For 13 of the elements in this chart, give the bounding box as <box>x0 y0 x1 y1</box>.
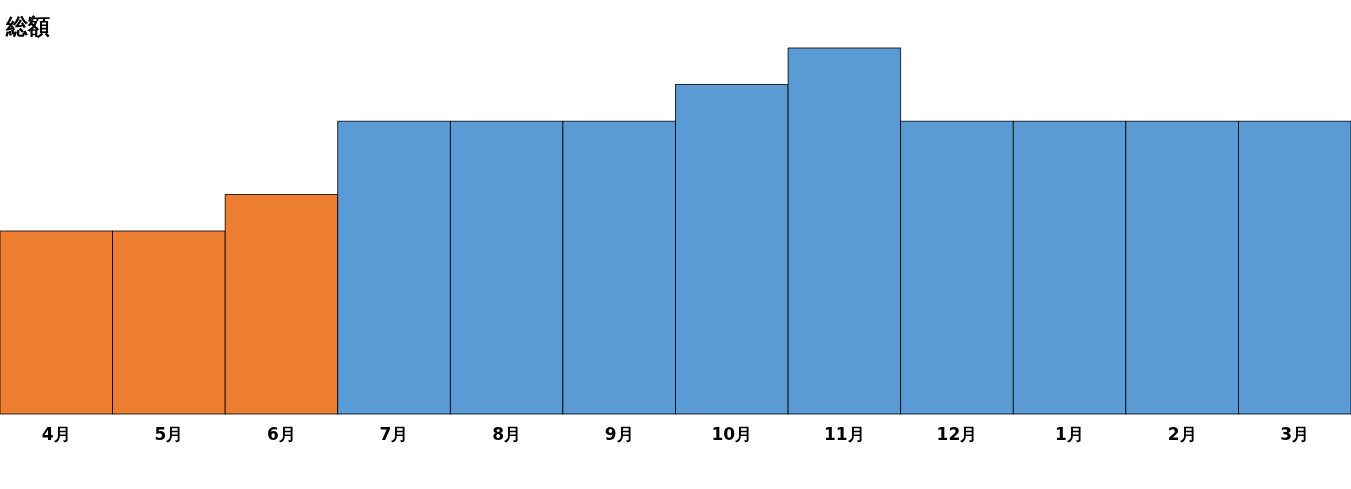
x-tick-label: 5月 <box>154 424 184 444</box>
x-tick-label: 1月 <box>1055 424 1084 444</box>
x-tick-label: 8月 <box>492 424 522 444</box>
x-tick-label: 10月 <box>711 424 753 444</box>
x-tick-label: 3月 <box>1280 424 1310 444</box>
x-tick-label: 11月 <box>824 424 865 444</box>
x-tick-label: 2月 <box>1167 424 1197 444</box>
x-tick-label: 7月 <box>379 424 409 444</box>
x-tick-label: 4月 <box>41 424 71 444</box>
chart-title: 総額 <box>5 14 50 39</box>
x-tick-label: 9月 <box>604 424 634 444</box>
x-tick-label: 6月 <box>267 424 296 444</box>
x-tick-label: 12月 <box>936 424 978 444</box>
